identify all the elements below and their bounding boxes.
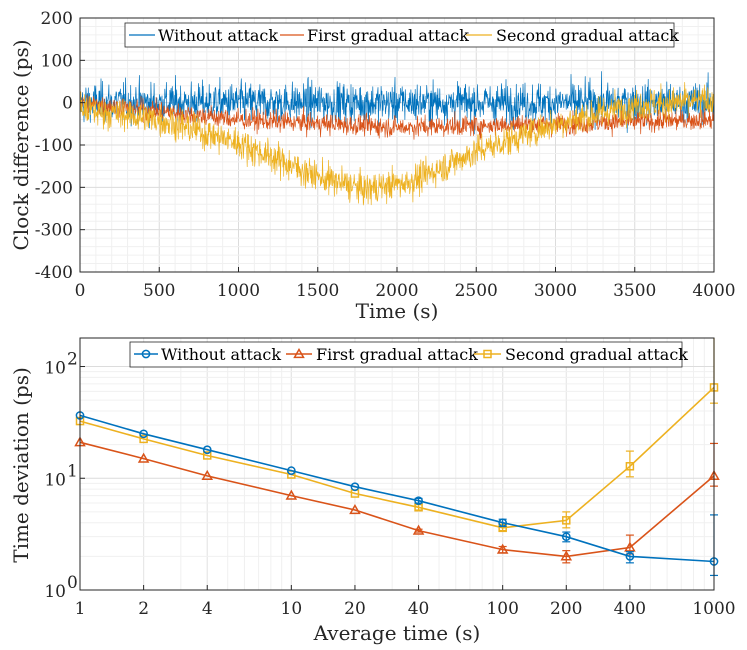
legend-marker-second-gradual-attack — [474, 349, 501, 359]
top-y-tick-label: 100 — [41, 51, 73, 71]
bottom-x-tick-label: 4 — [202, 599, 213, 619]
legend-label-without-attack: Without attack — [158, 26, 278, 45]
bottom-y-tick-exponent: 2 — [67, 350, 78, 370]
data-point — [561, 532, 571, 542]
data-point — [625, 552, 635, 561]
bottom-y-tick-label: 10 — [44, 582, 66, 602]
top-x-tick-label: 2000 — [375, 281, 418, 301]
data-point — [562, 516, 571, 525]
bottom-x-tick-label: 40 — [408, 599, 430, 619]
top-y-tick-label: 0 — [62, 94, 73, 114]
legend-marker — [141, 349, 151, 359]
bottom-x-tick-label: 1 — [75, 599, 86, 619]
legend-label-second-gradual-attack: Second gradual attack — [496, 26, 679, 45]
top-x-tick-label: 1500 — [296, 281, 339, 301]
top-legend-box — [124, 22, 675, 48]
bottom-y-tick-label: 10 — [44, 359, 66, 379]
data-point — [560, 550, 573, 561]
bottom-x-axis-label: Average time (s) — [313, 621, 481, 645]
bottom-series — [74, 338, 720, 577]
top-x-tick-label: 500 — [143, 281, 175, 301]
bottom-legend: Without attack First gradual attack Seco… — [129, 341, 688, 368]
legend-marker — [293, 347, 305, 359]
top-series-first-gradual-attack — [79, 94, 715, 140]
top-y-tick-label: -200 — [35, 178, 73, 198]
legend-marker-without-attack — [134, 349, 158, 359]
series-line — [79, 386, 715, 529]
top-y-tick-label: 200 — [41, 9, 73, 29]
top-x-tick-label: 3500 — [613, 281, 656, 301]
data-point — [496, 543, 509, 554]
data-point — [412, 524, 425, 535]
data-point — [350, 482, 360, 492]
top-series-second-gradual-attack — [79, 82, 715, 206]
top-x-tick-label: 2500 — [455, 281, 498, 301]
top-series — [79, 71, 715, 206]
top-grid — [80, 18, 714, 272]
data-point — [624, 541, 636, 552]
top-series-without-attack — [79, 71, 715, 135]
bottom-axes-box — [79, 337, 715, 591]
legend-label-first-gradual-attack-2: First gradual attack — [316, 345, 478, 364]
data-point — [137, 452, 150, 463]
series-line — [79, 441, 715, 558]
top-y-tick-label: -300 — [35, 221, 73, 241]
top-ticks: 0 500 1000 1500 2000 2500 3000 3500 40002001000-… — [35, 9, 736, 301]
legend-marker-first-gradual-attack — [286, 347, 312, 359]
legend-label-second-gradual-attack-2: Second gradual attack — [505, 345, 688, 364]
bottom-x-tick-label: 400 — [614, 599, 646, 619]
bottom-x-tick-label: 10 — [281, 599, 303, 619]
data-point — [139, 429, 148, 439]
bottom-x-tick-label: 200 — [550, 599, 582, 619]
data-point — [285, 489, 298, 500]
clock-difference-chart: 0 500 1000 1500 2000 2500 3000 3500 40002001000-… — [9, 9, 736, 323]
top-legend: Without attack First gradual attack Seco… — [124, 22, 679, 48]
top-y-tick-label: -100 — [35, 136, 73, 156]
legend-marker — [483, 349, 492, 359]
legend-label-first-gradual-attack: First gradual attack — [307, 26, 469, 45]
bottom-x-tick-label: 1000 — [692, 599, 735, 619]
bottom-plot-area — [80, 338, 714, 590]
top-y-tick-label: -400 — [35, 263, 73, 283]
data-point — [498, 518, 508, 528]
data-point — [625, 462, 635, 471]
top-x-tick-label: 3000 — [534, 281, 577, 301]
data-point — [349, 503, 361, 515]
bottom-x-tick-label: 20 — [344, 599, 366, 619]
series-line — [79, 414, 715, 563]
bottom-y-tick-exponent: 0 — [67, 573, 78, 593]
bottom-legend-box — [129, 341, 683, 368]
bottom-x-tick-label: 100 — [486, 599, 518, 619]
data-point — [202, 451, 212, 460]
bottom-x-tick-label: 2 — [138, 599, 149, 619]
legend-label-without-attack-2: Without attack — [161, 345, 281, 364]
bottom-y-tick-label: 10 — [44, 470, 66, 490]
bottom-y-tick-exponent: 1 — [67, 461, 78, 481]
bottom-series-without-attack — [75, 411, 719, 577]
top-x-tick-label: 4000 — [692, 281, 735, 301]
data-point — [414, 496, 423, 506]
data-point — [139, 434, 148, 444]
bottom-y-axis-label: Time deviation (ps) — [9, 367, 33, 563]
top-y-axis-label: Clock difference (ps) — [9, 39, 33, 250]
top-x-tick-label: 0 — [75, 281, 86, 301]
top-x-tick-label: 1000 — [217, 281, 260, 301]
data-point — [201, 469, 214, 481]
data-point — [202, 445, 212, 455]
data-point — [286, 466, 296, 475]
top-x-axis-label: Time (s) — [356, 299, 439, 323]
